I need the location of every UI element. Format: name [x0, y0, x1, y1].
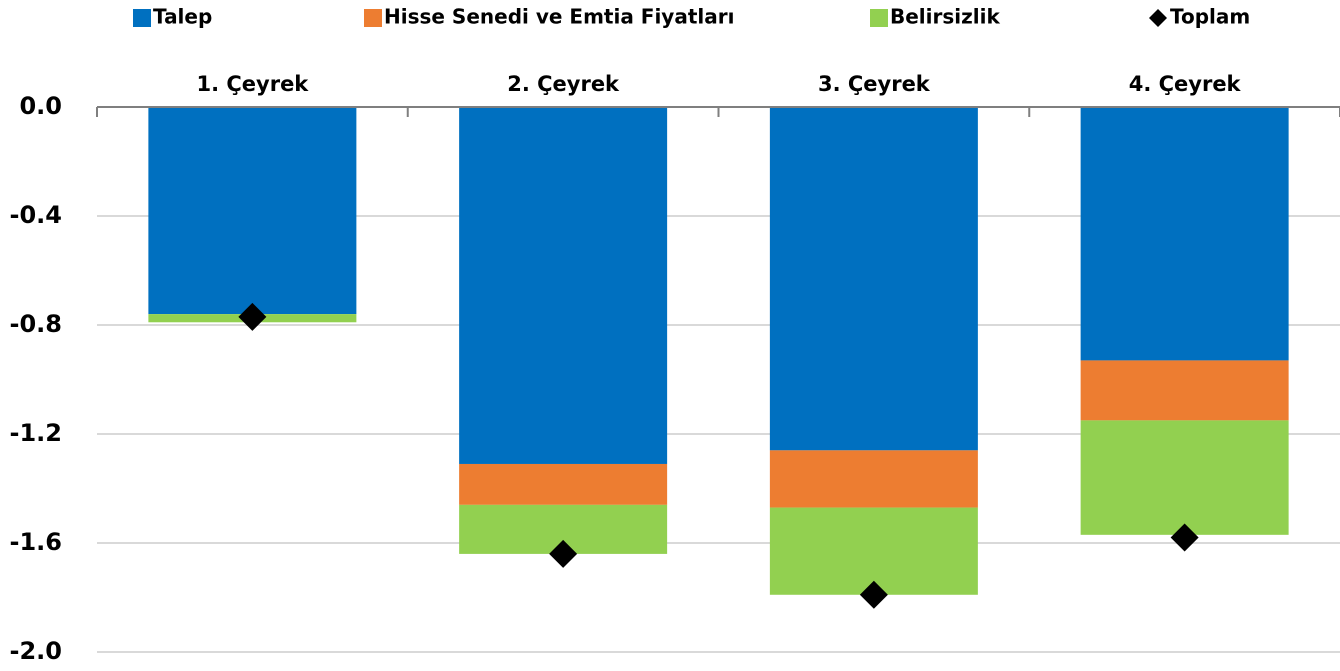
legend-swatch: [364, 9, 382, 27]
y-tick-label: -1.2: [10, 419, 62, 447]
legend-label: Toplam: [1170, 5, 1250, 29]
total-marker: [549, 539, 578, 568]
bar-segment: [769, 107, 978, 451]
bar-segment: [769, 507, 978, 595]
y-tick-label: -0.4: [10, 201, 62, 229]
total-marker: [238, 302, 267, 331]
category-label: 2. Çeyrek: [507, 72, 620, 96]
bar-segment: [1080, 420, 1289, 535]
bar-segment: [148, 107, 357, 315]
bar-segment: [1080, 360, 1289, 421]
total-marker: [1170, 523, 1199, 552]
bar-segment: [459, 463, 668, 505]
legend-label: Talep: [153, 5, 212, 29]
legend-label: Belirsizlik: [890, 5, 1000, 29]
y-tick-label: -1.6: [10, 528, 62, 556]
bar-segment: [459, 107, 668, 464]
category-label: 4. Çeyrek: [1129, 72, 1242, 96]
y-tick-label: 0.0: [19, 92, 62, 120]
legend-swatch: [133, 9, 151, 27]
category-label: 3. Çeyrek: [818, 72, 931, 96]
total-marker: [859, 580, 888, 609]
bar-segment: [1080, 107, 1289, 361]
category-label: 1. Çeyrek: [196, 72, 309, 96]
y-tick-label: -2.0: [10, 637, 62, 665]
y-tick-label: -0.8: [10, 310, 62, 338]
legend-swatch: [870, 9, 888, 27]
legend-label: Hisse Senedi ve Emtia Fiyatları: [384, 5, 734, 29]
bar-segment: [769, 450, 978, 508]
legend-marker: [1149, 9, 1167, 27]
